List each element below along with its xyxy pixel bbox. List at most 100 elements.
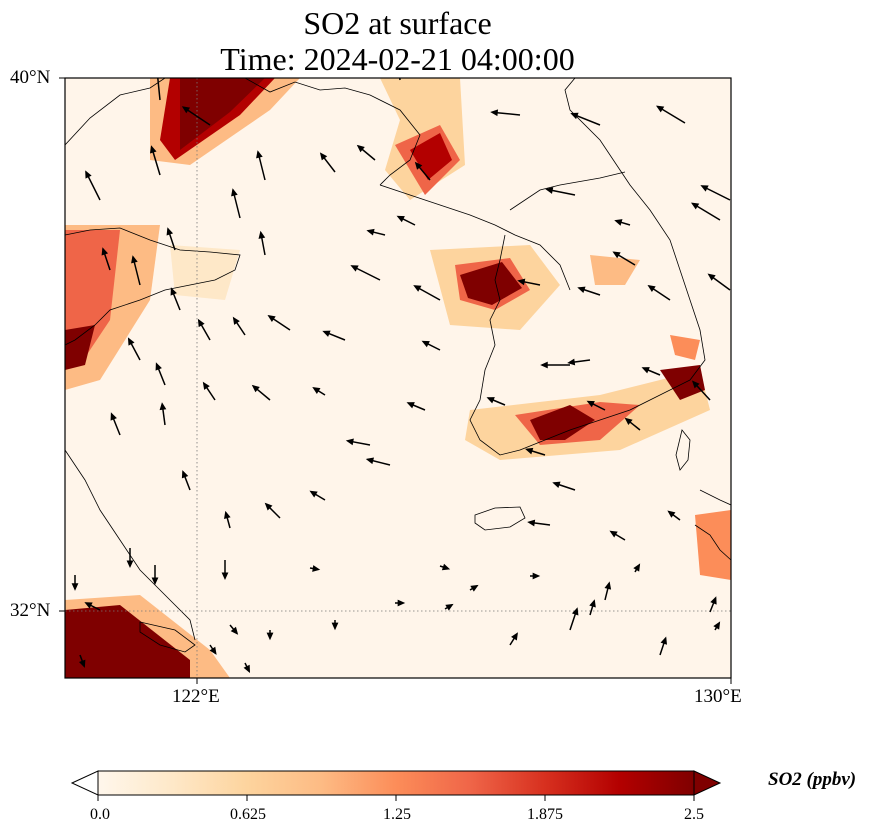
- colorbar-gradient: [98, 771, 694, 795]
- wind-arrow-head: [319, 152, 328, 161]
- wind-arrow-head: [586, 400, 595, 408]
- wind-arrow-head: [312, 565, 321, 572]
- coastline-korean-peninsula: [469, 78, 706, 456]
- coastline-jeju-island: [474, 506, 526, 531]
- coastline-kyushu: [694, 489, 731, 561]
- so2-concentration-field: [65, 78, 731, 678]
- wind-arrow-head: [604, 581, 612, 590]
- wind-arrow-head: [78, 659, 86, 668]
- coastline-liaodong-bay-west: [65, 78, 166, 146]
- wind-arrow-head: [356, 144, 365, 153]
- wind-arrow-head: [445, 603, 454, 611]
- wind-arrow-head: [159, 402, 167, 411]
- wind-arrow-head: [660, 636, 668, 645]
- wind-vectors: [71, 78, 731, 674]
- wind-arrow-head: [470, 584, 479, 592]
- so2-plume-busan-core: [660, 365, 705, 400]
- so2-plume-gwangyang-core: [530, 405, 595, 440]
- colorbar-tick-label-0: 0.0: [90, 806, 110, 823]
- wind-arrow-head: [691, 380, 700, 389]
- wind-arrow-head: [181, 106, 191, 114]
- wind-arrow-head: [396, 215, 405, 223]
- colorbar-tick-label-3: 1.875: [527, 806, 563, 823]
- colorbar: [70, 770, 722, 801]
- wind-arrow-shaft: [399, 78, 401, 81]
- wind-arrow-head: [571, 607, 579, 616]
- wind-arrow-head: [486, 397, 495, 404]
- wind-arrow-head: [441, 563, 451, 571]
- wind-arrow-head: [232, 316, 240, 325]
- wind-arrow-head: [406, 402, 415, 409]
- wind-arrow-head: [101, 247, 109, 256]
- colorbar-tick-label-2: 1.25: [383, 806, 411, 823]
- so2-plume-shanghai-core: [65, 605, 190, 678]
- wind-arrow-head: [421, 340, 430, 348]
- wind-arrow-head: [264, 502, 273, 511]
- wind-arrow-head: [517, 278, 526, 286]
- so2-plume-liaoning-core: [180, 78, 265, 150]
- wind-arrow-head: [84, 602, 93, 609]
- wind-arrow-head: [322, 330, 331, 337]
- wind-arrow-head: [414, 161, 423, 170]
- wind-arrow-head: [309, 490, 318, 498]
- so2-plume-shandong-east: [170, 245, 240, 300]
- wind-arrow-head: [577, 286, 586, 294]
- colorbar-tick-label-1: 0.625: [230, 806, 266, 823]
- wind-arrow-head: [614, 219, 623, 226]
- so2-plume-korea-inland: [590, 255, 640, 285]
- wind-arrow-head: [397, 599, 406, 607]
- wind-arrow-head: [545, 187, 554, 194]
- coastline-tsushima: [675, 429, 691, 471]
- wind-arrow-head: [540, 361, 548, 369]
- so2-plume-ulsan: [670, 335, 700, 360]
- wind-arrow-head: [567, 358, 576, 366]
- wind-arrow-head: [127, 337, 135, 346]
- wind-arrow-head: [647, 284, 656, 293]
- wind-arrow-head: [267, 314, 276, 323]
- coastlines: [65, 78, 731, 653]
- coastline-chongming: [139, 621, 196, 653]
- wind-arrow-head: [624, 417, 633, 426]
- coastline-shandong-peninsula: [65, 227, 241, 346]
- coastline-korea-bay: [379, 184, 571, 291]
- so2-plume-dalian-core: [410, 133, 452, 180]
- wind-arrow-head: [552, 481, 561, 489]
- wind-arrow-head: [570, 112, 579, 120]
- coastline-border-north-korea: [509, 171, 626, 211]
- wind-arrow-head: [700, 185, 709, 192]
- wind-arrow-head: [710, 596, 717, 605]
- wind-arrow-head: [243, 664, 251, 674]
- lon-label-122e: 122°E: [172, 686, 220, 707]
- gridlines: [65, 78, 731, 678]
- wind-arrow-head: [221, 572, 229, 581]
- wind-arrow-head: [707, 273, 716, 281]
- title-line-2: Time: 2024-02-21 04:00:00: [220, 41, 575, 77]
- wind-arrow-head: [110, 412, 117, 421]
- colorbar-extend-min: [70, 770, 99, 796]
- wind-arrow-shaft: [157, 78, 161, 101]
- wind-arrow-head: [202, 381, 210, 390]
- wind-arrow-head: [231, 188, 238, 197]
- wind-arrow-head: [527, 519, 536, 527]
- wind-arrow-head: [266, 632, 274, 641]
- wind-arrow-head: [209, 646, 217, 655]
- title-line-1: SO2 at surface: [303, 5, 492, 41]
- wind-arrow-head: [525, 447, 534, 455]
- wind-arrow-head: [713, 621, 721, 630]
- wind-arrow-head: [85, 170, 92, 179]
- wind-arrow-head: [155, 362, 162, 371]
- wind-arrow-head: [170, 287, 177, 296]
- wind-arrow-head: [256, 150, 263, 159]
- so2-plume-kyushu: [695, 510, 731, 580]
- wind-arrow-head: [331, 622, 339, 631]
- wind-arrow-head: [641, 367, 650, 374]
- wind-arrow-head: [366, 228, 375, 236]
- wind-arrow-head: [413, 285, 422, 292]
- wind-arrow-head: [365, 457, 375, 465]
- so2-plume-seoul-core: [460, 262, 522, 305]
- colorbar-tick-label-4: 2.5: [684, 806, 704, 823]
- lon-label-130e: 130°E: [694, 686, 742, 707]
- wind-arrow-head: [151, 577, 159, 586]
- wind-arrow-head: [149, 145, 157, 154]
